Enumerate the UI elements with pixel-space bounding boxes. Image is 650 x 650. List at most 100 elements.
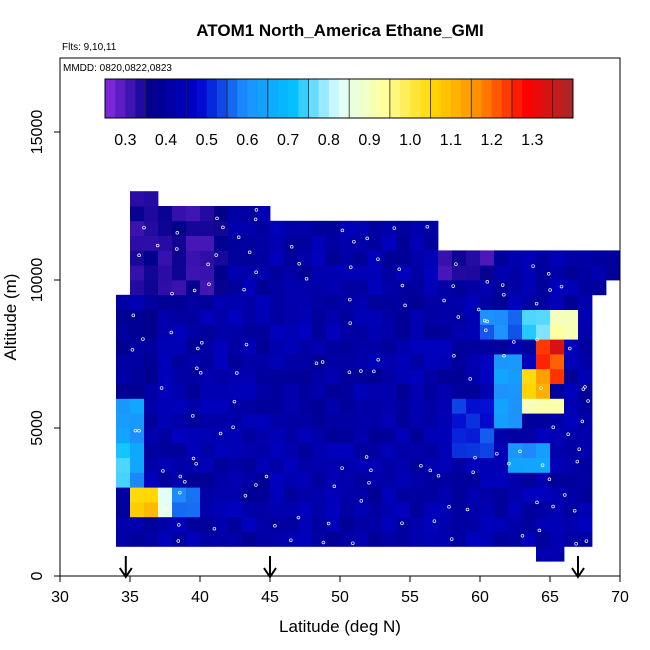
heatmap-cell bbox=[452, 472, 467, 488]
heatmap-cell bbox=[130, 309, 145, 325]
heatmap-cell bbox=[522, 265, 537, 281]
heatmap-cell bbox=[382, 220, 397, 236]
heatmap-cell bbox=[130, 428, 145, 444]
heatmap-cell bbox=[438, 339, 453, 355]
heatmap-cell bbox=[270, 235, 285, 251]
heatmap-cell bbox=[550, 428, 565, 444]
heatmap-cell bbox=[494, 472, 509, 488]
heatmap-cell bbox=[452, 487, 467, 503]
heatmap-cell bbox=[326, 250, 341, 266]
sample-point bbox=[155, 243, 160, 248]
heatmap-cell bbox=[242, 339, 257, 355]
sample-point bbox=[175, 231, 180, 235]
heatmap-cell bbox=[214, 531, 229, 547]
heatmap-cell bbox=[480, 457, 495, 473]
heatmap-cell bbox=[508, 294, 523, 310]
sample-point bbox=[347, 370, 352, 374]
heatmap-cell bbox=[564, 383, 579, 399]
sample-point bbox=[349, 265, 353, 270]
heatmap-cell bbox=[466, 442, 481, 458]
heatmap-cell bbox=[536, 413, 551, 429]
colorbar-tick-label: 0.6 bbox=[236, 132, 258, 149]
heatmap-cell bbox=[480, 368, 495, 384]
heatmap-cell bbox=[312, 220, 327, 236]
heatmap-cell bbox=[494, 324, 509, 340]
heatmap-cell bbox=[522, 383, 537, 399]
colorbar-segment bbox=[145, 79, 157, 118]
sample-point bbox=[161, 469, 165, 473]
sample-point bbox=[574, 542, 578, 546]
heatmap-cell bbox=[158, 516, 173, 532]
sample-point bbox=[436, 473, 441, 478]
heatmap-cell bbox=[186, 324, 201, 340]
heatmap-cell bbox=[536, 265, 551, 281]
heatmap-cell bbox=[592, 250, 607, 266]
heatmap-cell bbox=[256, 487, 271, 503]
heatmap-cell bbox=[550, 546, 565, 562]
heatmap-cell bbox=[382, 368, 397, 384]
heatmap-cell bbox=[256, 235, 271, 251]
x-tick-label: 55 bbox=[401, 589, 419, 606]
sample-point bbox=[254, 270, 258, 275]
sample-point bbox=[372, 369, 376, 374]
heatmap-cell bbox=[368, 442, 383, 458]
heatmap-cell bbox=[200, 472, 215, 488]
heatmap-cell bbox=[508, 457, 523, 473]
heatmap-cell bbox=[466, 502, 481, 518]
heatmap-cell bbox=[536, 516, 551, 532]
heatmap-cell bbox=[438, 354, 453, 370]
heatmap-cell bbox=[186, 502, 201, 518]
heatmap-cell bbox=[256, 368, 271, 384]
sample-point bbox=[297, 262, 301, 266]
heatmap-cell bbox=[382, 457, 397, 473]
heatmap-cell bbox=[158, 324, 173, 340]
heatmap-cell bbox=[228, 428, 243, 444]
sample-point bbox=[296, 515, 301, 520]
sample-point bbox=[137, 253, 141, 258]
heatmap-cell bbox=[424, 339, 439, 355]
colorbar-segment bbox=[491, 79, 503, 118]
heatmap-cell bbox=[368, 294, 383, 310]
heatmap-cell bbox=[312, 309, 327, 325]
heatmap-cell bbox=[522, 294, 537, 310]
colorbar-frame bbox=[104, 78, 574, 119]
sample-point bbox=[537, 528, 542, 533]
x-axis-label: Latitude (deg N) bbox=[279, 617, 401, 636]
heatmap-cell bbox=[564, 250, 579, 266]
sample-point bbox=[141, 337, 145, 341]
sample-point bbox=[200, 341, 204, 345]
heatmap-cell bbox=[466, 472, 481, 488]
heatmap-cell bbox=[256, 294, 271, 310]
heatmap-cell bbox=[326, 398, 341, 414]
heatmap-cell bbox=[242, 354, 257, 370]
heatmap-cell bbox=[326, 442, 341, 458]
heatmap-cell bbox=[564, 487, 579, 503]
heatmap-cell bbox=[578, 428, 593, 444]
heatmap-cell bbox=[172, 309, 187, 325]
heatmap-cell bbox=[130, 324, 145, 340]
sample-point bbox=[273, 524, 277, 528]
heatmap-cell bbox=[340, 487, 355, 503]
sample-point bbox=[376, 357, 380, 362]
heatmap-cell bbox=[368, 413, 383, 429]
heatmap-cell bbox=[186, 457, 201, 473]
heatmap-cell bbox=[326, 472, 341, 488]
heatmap-cell bbox=[536, 280, 551, 296]
heatmap-cell bbox=[214, 487, 229, 503]
heatmap-cell bbox=[172, 531, 187, 547]
heatmap-cell bbox=[368, 354, 383, 370]
heatmap-cell bbox=[326, 309, 341, 325]
heatmap-cell bbox=[424, 457, 439, 473]
sample-point bbox=[572, 508, 577, 513]
heatmap-cell bbox=[382, 398, 397, 414]
heatmap-cell bbox=[298, 368, 313, 384]
heatmap-cell bbox=[494, 250, 509, 266]
heatmap-cell bbox=[368, 383, 383, 399]
sample-point bbox=[520, 534, 525, 538]
heatmap-cell bbox=[578, 398, 593, 414]
heatmap-cell bbox=[172, 265, 187, 281]
heatmap-cell bbox=[144, 428, 159, 444]
sample-point bbox=[376, 257, 380, 261]
colorbar-tick-label: 0.7 bbox=[277, 132, 299, 149]
heatmap-cell bbox=[228, 516, 243, 532]
